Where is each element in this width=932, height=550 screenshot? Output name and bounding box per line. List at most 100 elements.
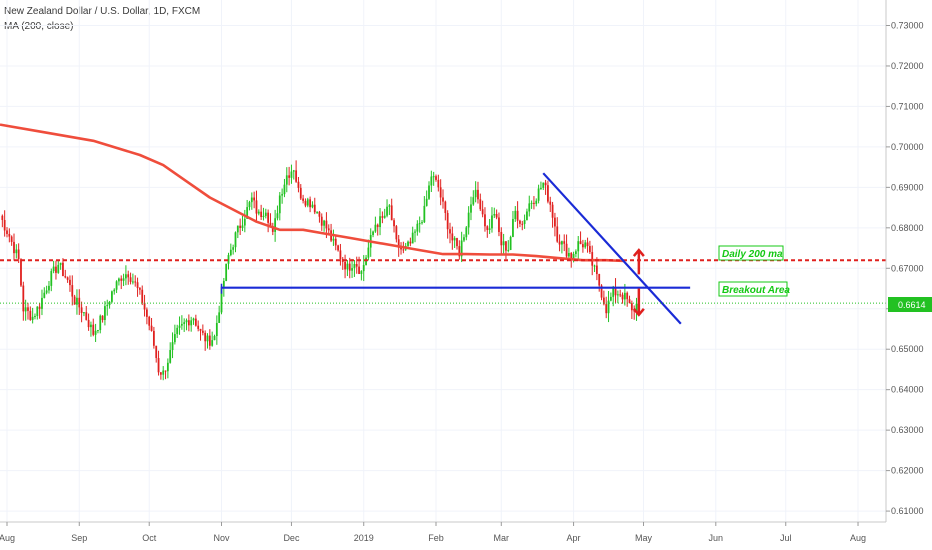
candle [465, 225, 468, 241]
candle [362, 255, 365, 282]
candle-body [145, 309, 148, 317]
candle [283, 178, 286, 198]
x-tick-label: Sep [71, 533, 87, 543]
candle-body [115, 281, 118, 290]
candle-body [22, 285, 25, 312]
candle [353, 259, 356, 277]
candle-body [276, 213, 279, 219]
candle-body [66, 277, 69, 280]
candle-body [526, 211, 528, 221]
candle-body [602, 297, 605, 305]
candle [204, 330, 207, 351]
candle [215, 315, 218, 345]
candle [374, 216, 377, 233]
candle-body [36, 306, 39, 317]
candle-body [323, 220, 325, 226]
candle-body [148, 316, 151, 326]
candle-body [197, 325, 200, 329]
candle-body [20, 259, 22, 286]
x-tick-label: Jul [780, 533, 792, 543]
candle-body [164, 370, 167, 372]
candle [194, 314, 197, 327]
candle [502, 233, 505, 255]
candle-body [407, 241, 409, 246]
candle [236, 225, 239, 239]
candle [360, 270, 363, 281]
candle [10, 235, 13, 246]
candle-body [15, 249, 18, 254]
candle [609, 292, 612, 302]
candle-body [52, 266, 55, 272]
candle [472, 190, 475, 206]
candle [64, 269, 67, 279]
candle [45, 285, 48, 295]
candle [616, 290, 619, 304]
candle [262, 207, 265, 221]
candle [106, 299, 109, 316]
candle-body [549, 201, 552, 205]
candle-body [138, 288, 141, 290]
candle [183, 318, 186, 332]
candle [486, 225, 489, 238]
candle-body [607, 300, 610, 314]
candle [563, 234, 566, 252]
candle [470, 196, 472, 221]
candle-body [27, 307, 29, 311]
candle-body [556, 226, 559, 242]
candle [428, 181, 430, 200]
candle [341, 256, 344, 270]
candle-body [113, 289, 116, 292]
candle-body [437, 179, 440, 188]
candle-body [593, 265, 596, 267]
candle [367, 239, 370, 261]
candle-body [470, 204, 472, 213]
candle [500, 227, 503, 255]
candle-body [59, 262, 62, 265]
candle-body [134, 281, 137, 283]
candle [588, 240, 591, 254]
candle [556, 217, 559, 243]
candle-body [108, 301, 111, 306]
candle-body [540, 187, 542, 189]
candle [22, 281, 25, 321]
candle [57, 259, 60, 274]
candle [150, 318, 153, 332]
candle-body [581, 244, 584, 248]
candle [115, 280, 118, 294]
candle [108, 300, 111, 309]
ma-200-line [0, 123, 625, 263]
candle-body [120, 278, 123, 281]
candle [488, 219, 491, 235]
candle [337, 244, 339, 252]
candle-body [516, 210, 519, 221]
x-axis: Aug Sep Oct Nov Dec 2019 Feb Mar Apr May Jun Jul Aug [0, 522, 866, 543]
candle-body [306, 199, 309, 206]
candle [288, 166, 291, 186]
candle [635, 297, 638, 321]
candle-body [211, 340, 214, 346]
candle [104, 301, 106, 326]
candle [355, 256, 358, 274]
candle-body [588, 246, 591, 253]
candle [143, 294, 146, 317]
candle-body [55, 266, 57, 273]
candle [118, 277, 120, 286]
candle [304, 198, 307, 208]
candle [383, 208, 386, 219]
candle [87, 313, 90, 331]
candle [78, 289, 81, 315]
candle [491, 207, 493, 233]
candle-body [111, 291, 113, 302]
candle [351, 258, 353, 278]
candle [302, 194, 305, 204]
candle-body [178, 325, 181, 328]
y-tick-label: 0.73000 [891, 20, 924, 30]
candle [449, 222, 451, 244]
annotation-layer: Daily 200 ma Breakout Area 0.6614 [718, 245, 932, 312]
candle-body [180, 323, 183, 326]
candle [229, 243, 232, 257]
candle-body [57, 264, 60, 273]
candle [285, 167, 288, 193]
candle-body [24, 307, 27, 312]
